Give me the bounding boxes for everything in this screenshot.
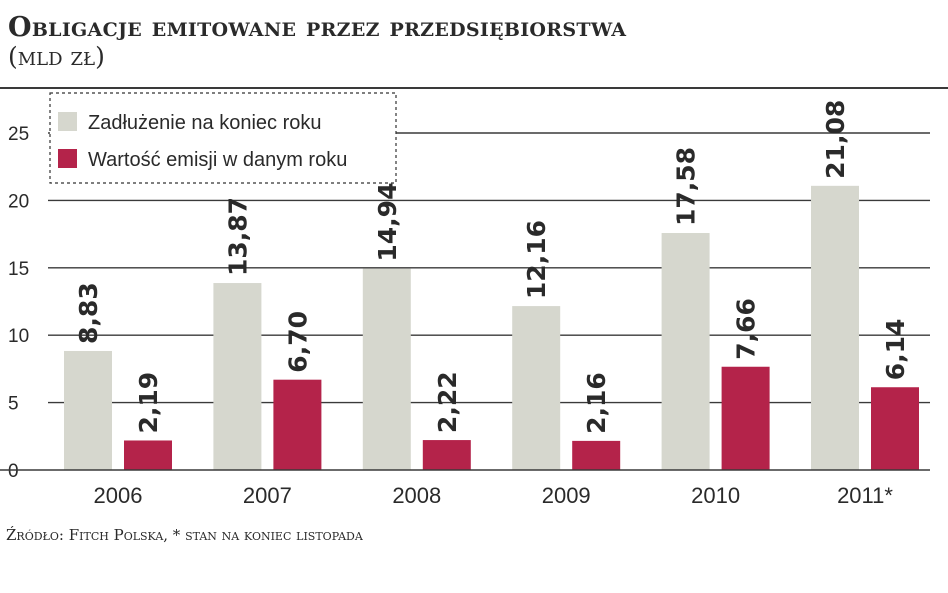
bar <box>213 283 262 470</box>
data-label: 17,58 <box>672 147 701 226</box>
data-label: 8,83 <box>74 282 103 344</box>
legend: Zadłużenie na koniec roku Wartość emisji … <box>49 92 397 184</box>
source-note: Źródło: Fitch Polska, * stan na koniec l… <box>6 526 363 544</box>
x-tick-label: 2008 <box>392 483 441 508</box>
y-tick-label: 20 <box>8 191 29 212</box>
gridlines <box>48 132 930 404</box>
bar <box>512 306 561 470</box>
data-label: 14,94 <box>373 183 402 262</box>
x-tick-label: 2007 <box>243 483 292 508</box>
data-label: 6,70 <box>283 311 312 373</box>
legend-label: Wartość emisji w danym roku <box>88 149 347 171</box>
bars <box>64 185 919 470</box>
bar <box>721 366 770 470</box>
x-tick-label: 2009 <box>542 483 591 508</box>
y-tick-label: 15 <box>8 259 29 280</box>
data-label: 12,16 <box>522 220 551 299</box>
legend-box <box>49 92 397 184</box>
data-label: 6,14 <box>881 319 910 381</box>
chart-subtitle: (mld zł) <box>8 42 105 71</box>
bar <box>572 440 621 470</box>
legend-swatch <box>58 112 77 131</box>
x-tick-label: 2006 <box>94 483 143 508</box>
legend-label: Zadłużenie na koniec roku <box>88 112 321 134</box>
x-tick-label: 2011* <box>837 483 893 508</box>
legend-swatch <box>58 149 77 168</box>
x-tick-label: 2010 <box>691 483 740 508</box>
bar-chart: 8,83 2,19 13,87 6,70 14,94 2,22 12,16 2,16 17,58… <box>0 92 930 508</box>
data-label: 2,22 <box>433 371 462 433</box>
y-tick-label: 5 <box>8 394 19 415</box>
bar <box>362 268 411 470</box>
bar <box>64 350 112 470</box>
bar <box>422 440 471 470</box>
chart-title: Obligacje emitowane przez przedsiębiorst… <box>8 12 627 43</box>
bar <box>124 440 172 470</box>
y-tick-label: 10 <box>8 326 29 347</box>
bar <box>811 185 859 470</box>
data-label: 21,08 <box>821 100 850 179</box>
bar <box>273 379 322 470</box>
data-label: 2,19 <box>134 372 163 434</box>
data-label: 7,66 <box>732 298 761 360</box>
axes: 0 5 10 15 20 25 2006 2007 2008 2009 2010 2011* <box>0 124 930 508</box>
y-tick-label: 0 <box>8 461 19 482</box>
title-divider <box>0 87 948 89</box>
value-labels: 8,83 2,19 13,87 6,70 14,94 2,22 12,16 2,16 17,58… <box>74 100 910 434</box>
bar <box>871 387 919 470</box>
bar <box>661 233 710 470</box>
data-label: 13,87 <box>223 197 252 276</box>
y-tick-label: 25 <box>8 124 29 145</box>
data-label: 2,16 <box>582 372 611 434</box>
